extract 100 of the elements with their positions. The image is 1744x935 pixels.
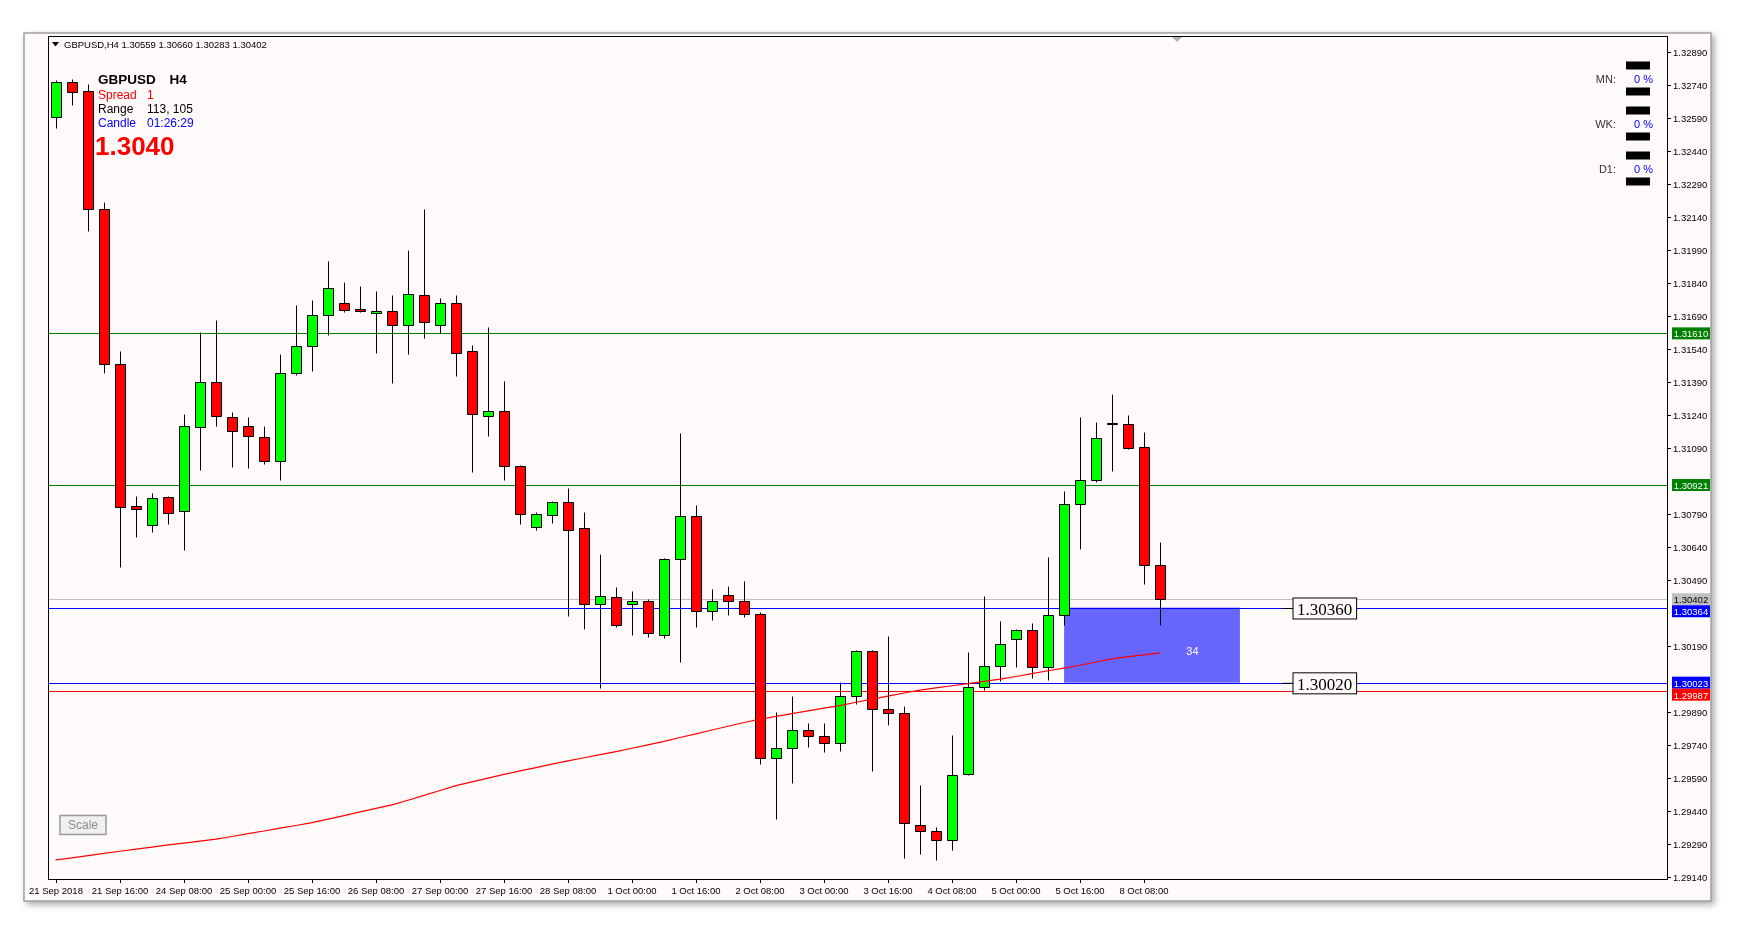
candlestick: [531, 512, 542, 531]
candlestick: [323, 261, 334, 336]
candlestick: [627, 591, 638, 636]
y-tick-label: 1.29140: [1673, 872, 1708, 883]
y-tick-label: 1.31090: [1673, 443, 1708, 454]
candlestick: [291, 305, 302, 376]
candlestick: [179, 414, 190, 551]
annotation: 01:26:29: [147, 116, 195, 130]
candlestick: [659, 558, 670, 639]
candlestick: [1123, 415, 1134, 450]
annotation: 1.3040: [95, 131, 175, 161]
text: MN:: [1595, 73, 1616, 85]
text: 0 %: [1634, 118, 1654, 130]
candlestick: [1011, 629, 1022, 668]
annotation: 1.30020: [1297, 674, 1353, 694]
x-tick-label: 8 Oct 08:00: [1119, 884, 1169, 896]
candlestick: [979, 596, 990, 691]
annotation: Spread: [98, 88, 137, 102]
x-tick-label: 3 Oct 16:00: [863, 884, 913, 896]
candlestick: [595, 554, 606, 689]
x-tick-label: 27 Sep 00:00: [411, 884, 469, 896]
candlestick: [131, 496, 142, 538]
candlestick: [707, 589, 718, 621]
y-tick-label: 1.32590: [1673, 113, 1708, 124]
y-tick-label: 1.32890: [1673, 47, 1708, 58]
candlestick: [771, 712, 782, 820]
candlestick: [435, 298, 446, 334]
candlestick: [819, 723, 830, 753]
candlestick: [931, 827, 942, 861]
candlestick: [467, 345, 478, 473]
text: D1:: [1598, 163, 1616, 175]
candlestick: [691, 505, 702, 628]
candlestick: [835, 682, 846, 752]
y-tick-label: 1.31540: [1673, 344, 1708, 355]
candlestick: [723, 586, 734, 616]
x-tick-label: 5 Oct 00:00: [991, 884, 1041, 896]
x-tick-label: 21 Sep 2018: [29, 884, 83, 896]
candlestick: [387, 295, 398, 384]
candlestick: [899, 706, 910, 859]
candlestick: [1155, 542, 1166, 626]
candlestick: [643, 599, 654, 638]
y-tick-label: 1.32290: [1673, 179, 1708, 190]
text: WK:: [1595, 118, 1616, 130]
candlestick: [83, 84, 94, 232]
candlestick: [483, 327, 494, 437]
x-tick-label: 1 Oct 16:00: [671, 884, 721, 896]
x-tick-label: 25 Sep 16:00: [283, 884, 341, 896]
candlestick: [115, 351, 126, 568]
x-tick-label: 1 Oct 00:00: [607, 884, 657, 896]
y-tick-label: 1.30490: [1673, 575, 1708, 586]
y-tick-label: 1.30190: [1673, 641, 1708, 652]
band-label: 34: [1186, 645, 1199, 658]
candlestick: [787, 696, 798, 784]
candlestick: [851, 650, 862, 705]
candlestick: [243, 417, 254, 469]
annotation: 1: [147, 88, 154, 102]
y-tick-label: 1.29890: [1673, 707, 1708, 718]
candlestick: [1107, 394, 1118, 472]
y-tick-label: 1.31990: [1673, 245, 1708, 256]
candlestick: [451, 295, 462, 377]
candlestick: [1043, 557, 1054, 681]
y-tick-label: 1.31690: [1673, 311, 1708, 322]
y-tick-label: 1.30790: [1673, 509, 1708, 520]
candlestick: [307, 300, 318, 372]
candlestick: [195, 332, 206, 471]
candlestick: [419, 209, 430, 339]
candlestick: [1139, 432, 1150, 585]
y-tick-label: 1.31240: [1673, 410, 1708, 421]
y-tick-label: 1.32440: [1673, 146, 1708, 157]
x-tick-label: 25 Sep 00:00: [219, 884, 277, 896]
x-tick-label: 21 Sep 16:00: [91, 884, 149, 896]
y-tick-label: 1.29440: [1673, 806, 1708, 817]
candlestick: [547, 501, 558, 524]
candlestick: [515, 465, 526, 525]
candlestick: [163, 496, 174, 525]
x-tick-label: 26 Sep 08:00: [347, 884, 405, 896]
candlestick: [499, 381, 510, 481]
candlestick: [147, 493, 158, 533]
annotation: Range: [98, 102, 134, 116]
candlestick: [1091, 422, 1102, 483]
x-tick-label: 5 Oct 16:00: [1055, 884, 1105, 896]
candlestick: [275, 354, 286, 481]
candlestick: [259, 426, 270, 465]
x-tick-label: 2 Oct 08:00: [735, 884, 785, 896]
x-tick-label: 24 Sep 08:00: [155, 884, 213, 896]
text: 0 %: [1634, 163, 1654, 175]
candlestick: [1059, 491, 1070, 626]
candlestick: [739, 581, 750, 618]
candlestick: [675, 433, 686, 663]
annotation: 1.30360: [1297, 599, 1353, 619]
candlestick: [211, 320, 222, 427]
y-tick-label: 1.29290: [1673, 839, 1708, 850]
candlestick: [1075, 417, 1086, 550]
y-tick-label: 1.31390: [1673, 377, 1708, 388]
candlestick: [803, 723, 814, 748]
candlestick: [227, 412, 238, 468]
x-tick-label: 4 Oct 08:00: [927, 884, 977, 896]
y-tick-label: 1.29590: [1673, 773, 1708, 784]
candlestick: [963, 652, 974, 776]
candlestick: [371, 291, 382, 354]
